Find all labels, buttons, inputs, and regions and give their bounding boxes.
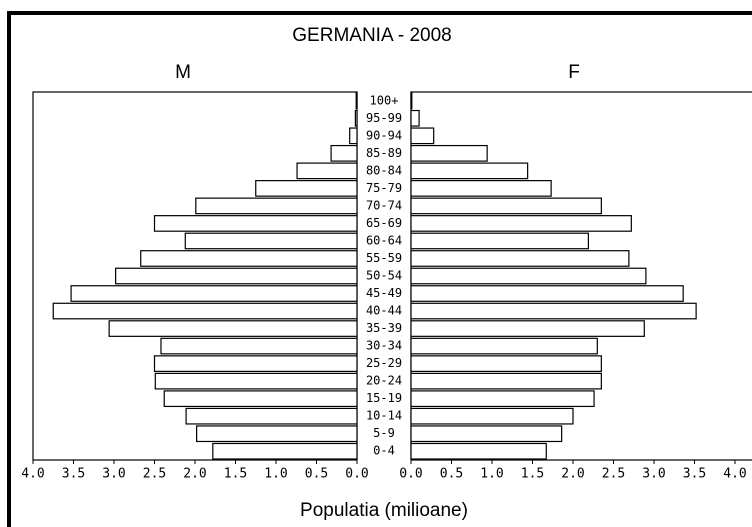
- bar: [349, 127, 358, 145]
- age-label: 45-49: [366, 286, 402, 300]
- x-tick-label: 0.5: [440, 467, 463, 482]
- x-tick-label: 1.0: [480, 467, 503, 482]
- bar: [410, 144, 488, 162]
- x-tick-label: 3.0: [642, 467, 665, 482]
- x-tick-label: 1.5: [224, 467, 247, 482]
- age-label: 60-64: [366, 233, 402, 247]
- age-label: 30-34: [366, 339, 402, 353]
- bar: [160, 337, 358, 355]
- bar: [410, 215, 632, 232]
- bar: [410, 197, 602, 215]
- bar: [115, 267, 358, 285]
- bar: [410, 285, 684, 302]
- x-tick-label: 3.5: [62, 467, 85, 482]
- bar: [410, 407, 574, 425]
- age-label: 15-19: [366, 391, 402, 405]
- x-tick-label: 3.5: [683, 467, 706, 482]
- bar: [354, 109, 358, 127]
- bar: [163, 390, 358, 408]
- bar: [410, 425, 563, 443]
- bar: [70, 285, 358, 302]
- age-label: 20-24: [366, 374, 402, 388]
- x-tick-label: 2.0: [183, 467, 206, 482]
- bar: [296, 162, 358, 180]
- age-label: 35-39: [366, 321, 402, 335]
- age-label: 80-84: [366, 163, 402, 177]
- age-label: 90-94: [366, 128, 402, 142]
- age-label: 50-54: [366, 269, 402, 283]
- bar: [410, 390, 595, 408]
- x-axis-label: Populatia (milioane): [300, 500, 468, 521]
- bar: [410, 162, 529, 180]
- bar: [410, 337, 598, 355]
- age-label: 85-89: [366, 146, 402, 160]
- x-tick-label: 2.5: [602, 467, 625, 482]
- bar: [410, 372, 602, 390]
- age-label: 5-9: [373, 426, 395, 440]
- age-label: 75-79: [366, 181, 402, 195]
- x-tick-label: 1.5: [521, 467, 544, 482]
- bar: [410, 127, 435, 145]
- bar: [153, 215, 358, 232]
- frame: [7, 11, 752, 527]
- legend-f: F: [568, 62, 580, 83]
- bar: [185, 407, 358, 425]
- age-label: 100+: [370, 93, 399, 107]
- bar: [140, 250, 358, 267]
- bar: [410, 250, 630, 267]
- age-label: 40-44: [366, 304, 402, 318]
- x-tick-label: 3.0: [102, 467, 125, 482]
- x-tick-label: 0.0: [345, 467, 368, 482]
- bar: [108, 320, 358, 337]
- bar: [154, 372, 358, 390]
- bar: [184, 232, 358, 250]
- bar: [195, 197, 358, 215]
- age-label: 10-14: [366, 409, 402, 423]
- bar: [410, 320, 645, 337]
- chart-title: GERMANIA - 2008: [292, 25, 451, 46]
- bar: [410, 232, 589, 250]
- x-tick-label: 1.0: [264, 467, 287, 482]
- x-tick-label: 4.0: [723, 467, 746, 482]
- age-label: 25-29: [366, 356, 402, 370]
- bar: [255, 180, 358, 197]
- age-label: 70-74: [366, 198, 402, 212]
- bar: [52, 302, 358, 320]
- bar: [410, 109, 420, 127]
- bar: [330, 144, 358, 162]
- bar: [212, 442, 358, 460]
- x-tick-label: 2.5: [143, 467, 166, 482]
- age-label: 65-69: [366, 216, 402, 230]
- age-label: 0-4: [373, 444, 395, 458]
- x-tick-label: 4.0: [21, 467, 44, 482]
- legend-m: M: [175, 62, 191, 83]
- bar: [410, 442, 547, 460]
- bar: [153, 355, 358, 372]
- x-tick-label: 0.5: [305, 467, 328, 482]
- bar: [410, 267, 647, 285]
- age-label: 55-59: [366, 251, 402, 265]
- bar: [410, 92, 413, 110]
- x-tick-label: 2.0: [561, 467, 584, 482]
- age-label: 95-99: [366, 111, 402, 125]
- bar: [410, 302, 697, 320]
- bar: [410, 180, 552, 197]
- bar: [355, 92, 358, 110]
- x-tick-label: 0.0: [399, 467, 422, 482]
- bar: [196, 425, 358, 443]
- bar: [410, 355, 602, 372]
